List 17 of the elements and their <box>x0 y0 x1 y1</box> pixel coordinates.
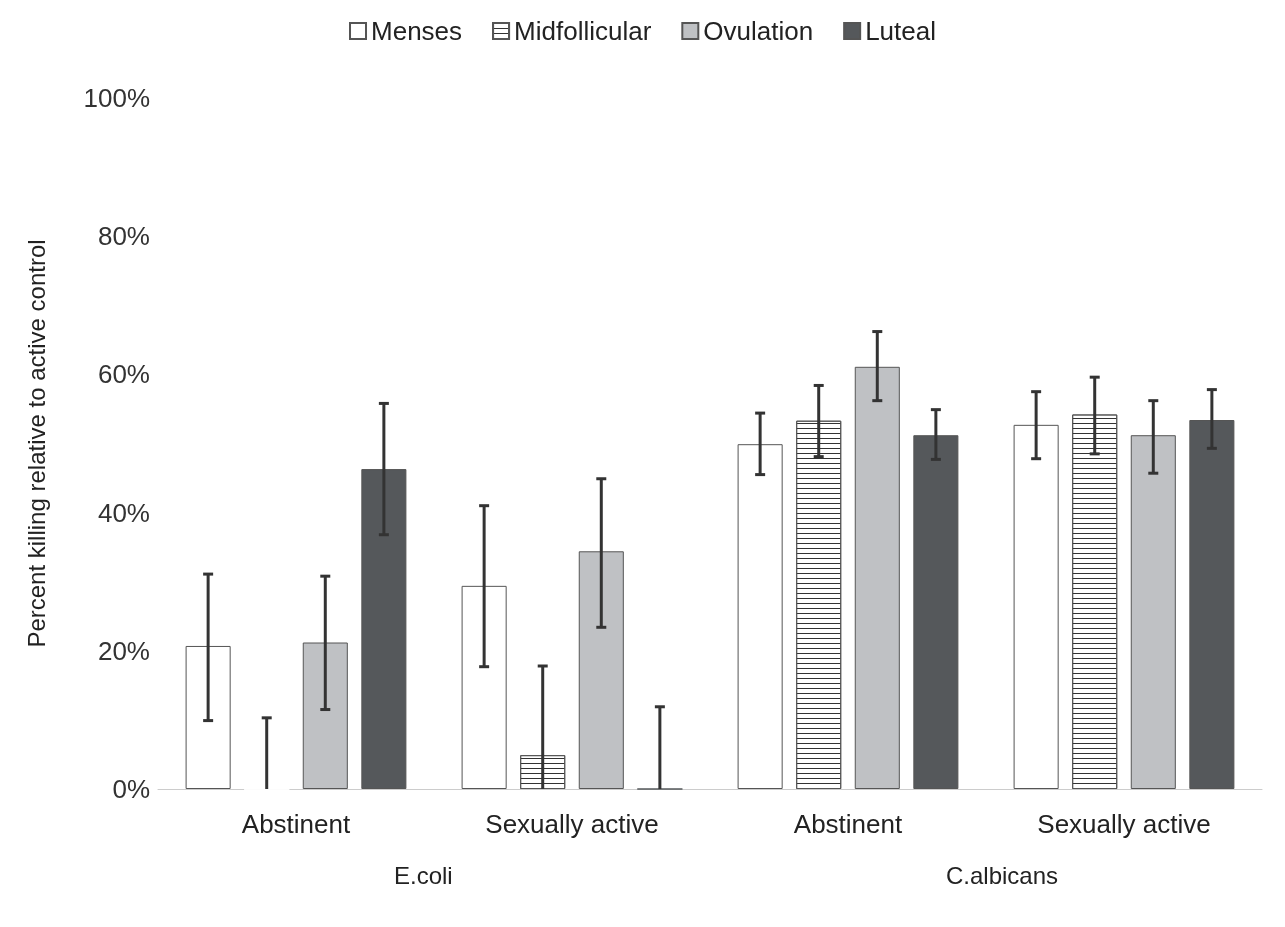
legend-label: Midfollicular <box>514 16 652 46</box>
legend-label: Menses <box>371 16 463 46</box>
legend-label: Ovulation <box>703 16 814 46</box>
text: E.coli <box>394 861 453 889</box>
legend-label: Luteal <box>865 16 936 46</box>
y-tick-label: 60% <box>97 359 150 390</box>
x-tick-label: Abstinent <box>793 809 903 839</box>
y-tick-label: 20% <box>97 635 150 666</box>
y-tick-label: 100% <box>83 83 150 113</box>
y-axis-title: Percent killing relative to active control <box>22 239 50 648</box>
y-tick-label: 40% <box>97 497 150 528</box>
x-tick-label: Sexually active <box>485 809 659 839</box>
x-tick-label: Abstinent <box>241 809 351 839</box>
text: C.albicans <box>946 861 1059 889</box>
x-tick-label: Sexually active <box>1037 809 1211 839</box>
y-tick-label: 0% <box>112 774 150 804</box>
y-tick-label: 80% <box>97 221 150 252</box>
